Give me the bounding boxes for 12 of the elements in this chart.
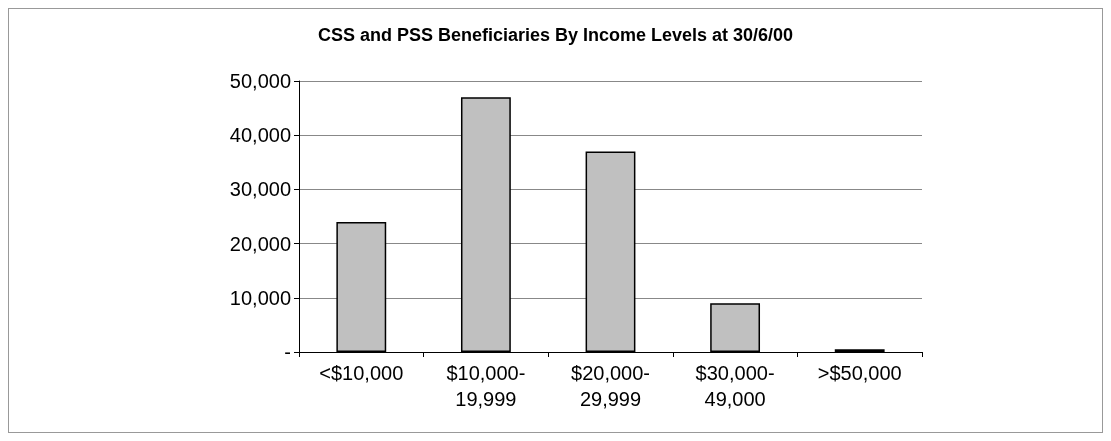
y-tick-label: -: [284, 341, 291, 363]
y-tick-label: 40,000: [229, 124, 291, 147]
x-tick-label: <$10,000: [319, 362, 404, 384]
x-tick-label: $30,000- 49,000: [695, 362, 775, 410]
y-tick-label: 30,000: [229, 178, 291, 201]
x-tick-label: $20,000- 29,999: [571, 362, 650, 410]
x-tick-label: $10,000- 19,999: [446, 362, 526, 410]
chart-title: CSS and PSS Beneficiaries By Income Levels at 30/6/00: [317, 25, 794, 45]
x-tick-label: >$50,000: [817, 362, 902, 384]
y-tick-label: 10,000: [229, 286, 291, 309]
y-tick-label: 50,000: [229, 70, 291, 92]
y-tick-label: 20,000: [229, 232, 291, 255]
